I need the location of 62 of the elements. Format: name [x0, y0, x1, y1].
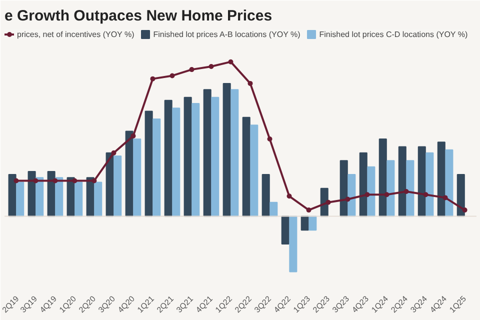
legend-label: Finished lot prices A-B locations (YOY %)	[153, 30, 300, 38]
bar	[281, 216, 290, 245]
bar	[456, 174, 465, 217]
bar	[94, 182, 102, 217]
bar	[386, 160, 395, 217]
point	[326, 200, 331, 205]
point	[228, 59, 234, 64]
bar	[36, 177, 44, 217]
bar	[152, 118, 161, 217]
point	[462, 208, 468, 213]
bar	[348, 174, 356, 217]
point	[52, 178, 58, 184]
legend-label: prices, net of incentives (YOY %)	[17, 30, 134, 38]
bar	[172, 108, 180, 217]
point	[130, 133, 136, 138]
bar	[16, 182, 24, 217]
bar	[222, 82, 231, 217]
point	[14, 178, 19, 184]
point	[150, 76, 156, 82]
point	[111, 150, 116, 156]
bar	[262, 174, 270, 217]
point	[286, 194, 292, 199]
bar	[203, 89, 212, 217]
chart-title: e Growth Outpaces New Home Prices	[4, 8, 272, 24]
bar	[211, 96, 220, 217]
point	[267, 136, 272, 142]
bar	[74, 182, 83, 217]
point	[442, 195, 448, 200]
point	[189, 67, 194, 72]
bar	[445, 149, 454, 217]
bar	[184, 96, 192, 217]
bar	[367, 166, 376, 217]
point	[364, 192, 370, 198]
bar	[398, 146, 406, 217]
bar	[270, 202, 278, 217]
point	[170, 73, 175, 78]
bar	[144, 110, 153, 217]
bar	[406, 160, 414, 217]
legend-label: Finished lot prices C-D locations (YOY %)	[319, 30, 468, 38]
bar	[250, 124, 258, 217]
bar	[242, 116, 250, 217]
bar	[114, 156, 122, 217]
point	[33, 178, 38, 184]
bar	[55, 177, 64, 217]
bar	[308, 216, 317, 231]
point	[72, 178, 78, 184]
point	[208, 64, 214, 69]
bar	[230, 89, 239, 217]
bar	[289, 216, 298, 272]
bar	[426, 152, 434, 217]
point	[306, 208, 312, 213]
point	[384, 192, 390, 198]
bar	[133, 138, 142, 217]
point	[404, 189, 409, 194]
bar	[378, 138, 387, 217]
point	[345, 196, 350, 202]
point	[248, 80, 253, 86]
point	[423, 192, 428, 198]
bar	[192, 103, 200, 217]
point	[92, 178, 97, 184]
bar	[164, 100, 172, 217]
bar	[437, 142, 446, 217]
